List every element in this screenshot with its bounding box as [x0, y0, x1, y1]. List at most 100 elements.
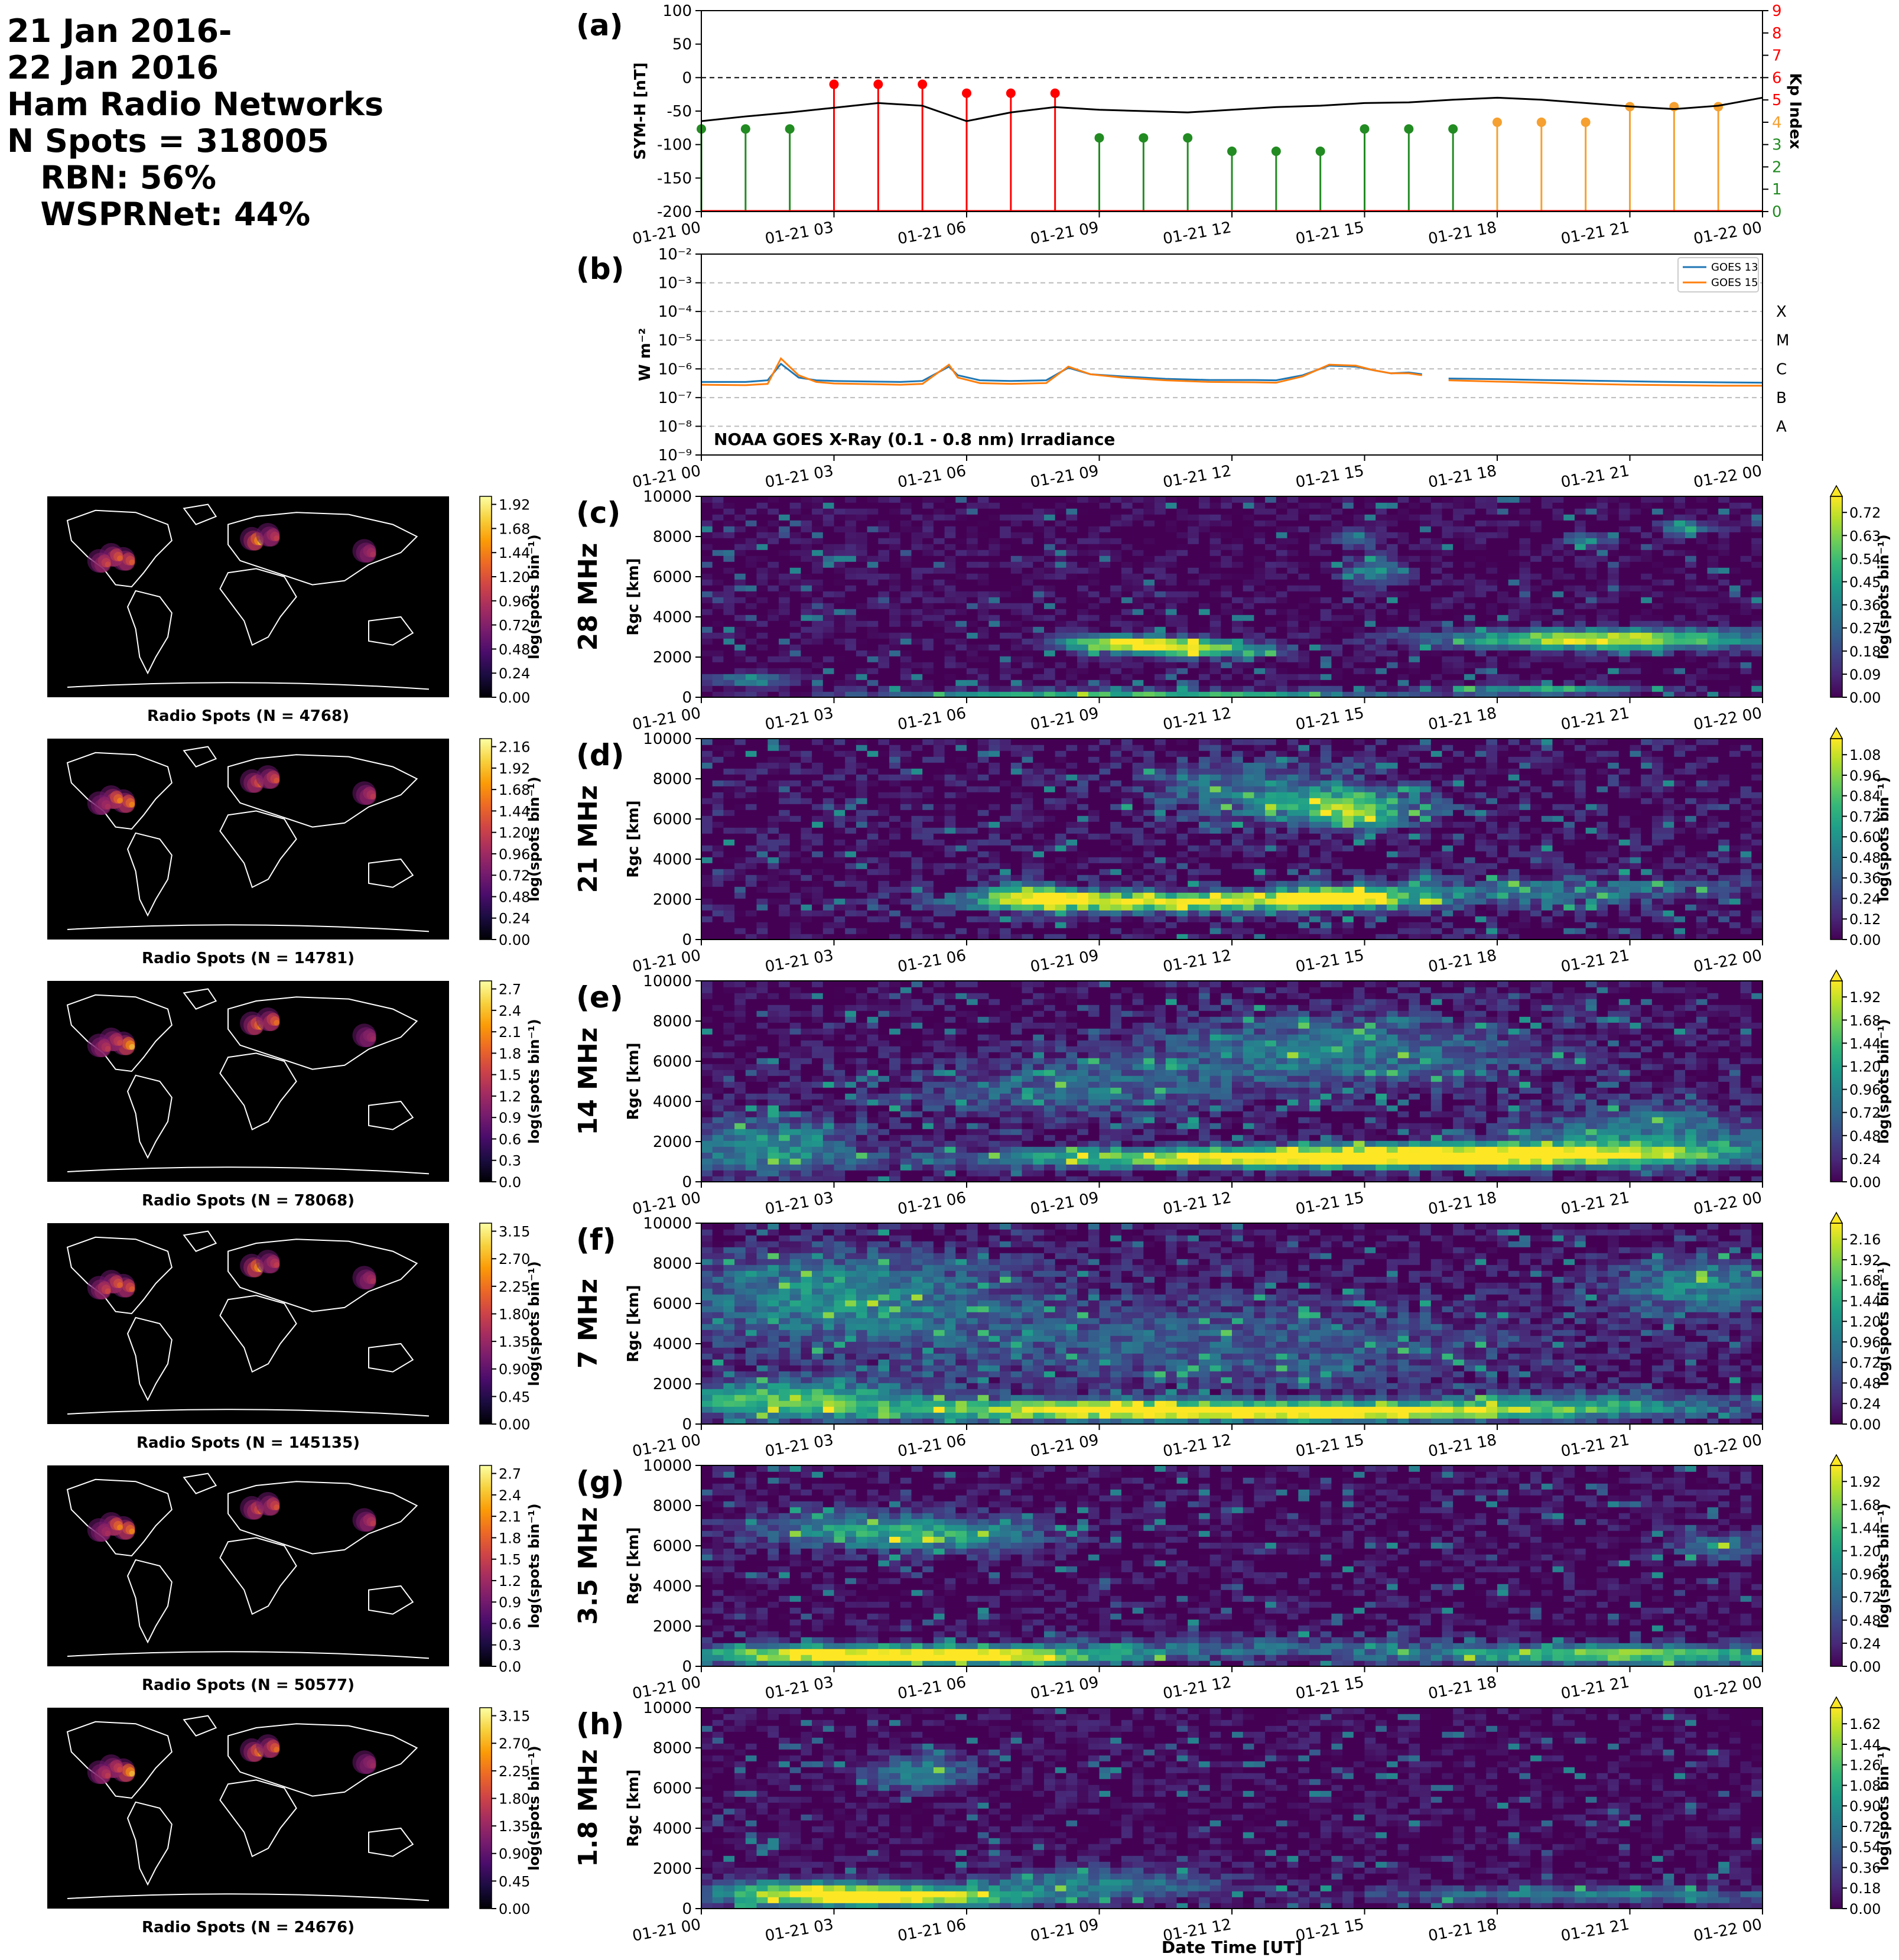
panel-d-heatmap-cell: [822, 857, 835, 863]
panel-d-heatmap-cell: [1121, 875, 1133, 881]
panel-c-heatmap-cell: [955, 638, 967, 645]
panel-c-heatmap-cell: [1585, 526, 1598, 532]
panel-c-heatmap-cell: [1397, 650, 1410, 656]
panel-c-heatmap-cell: [734, 650, 746, 656]
panel-c-heatmap-cell: [1000, 680, 1012, 686]
panel-c-heatmap-cell: [1254, 585, 1266, 591]
panel-c-heatmap-cell: [1033, 567, 1045, 574]
panel-c-heatmap-cell: [1453, 520, 1465, 526]
panel-c-heatmap-cell: [922, 615, 934, 621]
panel-c-heatmap-cell: [1707, 626, 1719, 633]
panel-c-heatmap-cell: [789, 685, 802, 692]
panel-c-heatmap-cell: [1165, 514, 1178, 521]
panel-d-heatmap-cell: [1066, 780, 1078, 786]
panel-c-heatmap-cell: [922, 632, 934, 639]
panel-c-heatmap-cell: [1055, 514, 1067, 521]
panel-c-heatmap-cell: [1033, 680, 1045, 686]
panel-d-heatmap-cell: [1044, 910, 1056, 916]
panel-c-heatmap-cell: [1364, 496, 1376, 503]
panel-c-heatmap-cell: [1155, 609, 1166, 615]
panel-d-heatmap-cell: [1022, 898, 1033, 905]
panel-c-heatmap-cell: [1265, 520, 1277, 526]
panel-c-heatmap-cell: [1376, 508, 1387, 515]
panel-c-heatmap-cell: [1121, 520, 1133, 526]
panel-c-heatmap-cell: [779, 650, 791, 656]
panel-d-heatmap-cell: [1044, 916, 1056, 922]
panel-d-heatmap-cell: [1010, 798, 1023, 804]
panel-c-heatmap-cell: [1707, 609, 1719, 615]
panel-c-heatmap-cell: [1630, 597, 1641, 603]
panel-d-heatmap-cell: [977, 792, 990, 798]
panel-c-heatmap-cell: [878, 555, 890, 562]
panel-c-heatmap-cell: [1541, 668, 1553, 674]
panel-d-heatmap-cell: [701, 792, 713, 798]
panel-d-heatmap-cell: [1055, 780, 1067, 786]
panel-a-kp-marker: [918, 79, 928, 89]
panel-d-heatmap-cell: [988, 928, 1000, 934]
panel-c-heatmap-cell: [988, 579, 1000, 586]
panel-c-heatmap-cell: [1541, 615, 1553, 621]
panel-c-heatmap-cell: [1707, 668, 1719, 674]
panel-d-heatmap-cell: [1033, 739, 1045, 745]
panel-d-heatmap-cell: [856, 833, 868, 840]
panel-c-heatmap-cell: [812, 674, 824, 680]
panel-c-heatmap-cell: [1497, 597, 1509, 603]
panel-d-heatmap-cell: [834, 739, 846, 745]
panel-c-heatmap-cell: [856, 502, 868, 509]
panel-d-heatmap-cell: [1066, 869, 1078, 875]
panel-c-heatmap-cell: [1077, 544, 1089, 550]
panel-c-heatmap-cell: [1575, 626, 1586, 633]
panel-d-heatmap-cell: [1044, 827, 1056, 834]
panel-c-heatmap-cell: [1287, 597, 1299, 603]
panel-c-heatmap-cell: [922, 496, 934, 503]
panel-c-heatmap-cell: [1740, 567, 1752, 574]
panel-d-heatmap-cell: [1099, 792, 1111, 798]
panel-c-heatmap-cell: [712, 685, 724, 692]
panel-c-heatmap-cell: [1397, 567, 1410, 574]
panel-c-heatmap-cell: [1729, 591, 1741, 597]
panel-c-heatmap-cell: [1232, 550, 1244, 556]
panel-c-heatmap-cell: [1209, 502, 1222, 509]
panel-c-heatmap-cell: [1630, 662, 1641, 668]
panel-c-heatmap-cell: [1464, 662, 1476, 668]
panel-d-heatmap-cell: [955, 815, 967, 822]
panel-c-heatmap-cell: [1165, 585, 1178, 591]
panel-c-heatmap-cell: [801, 609, 812, 615]
panel-d-heatmap-cell: [1121, 898, 1133, 905]
panel-c-heatmap-cell: [1320, 561, 1332, 568]
panel-c-heatmap-cell: [1552, 520, 1564, 526]
panel-c-heatmap-cell: [1651, 555, 1664, 562]
panel-c-heatmap-cell: [723, 685, 735, 692]
panel-c-heatmap-cell: [1497, 544, 1509, 550]
panel-c-heatmap-cell: [1585, 632, 1598, 639]
panel-c-heatmap-cell: [1209, 579, 1222, 586]
panel-c-heatmap-cell: [967, 508, 978, 515]
panel-c-heatmap-cell: [1420, 573, 1432, 580]
panel-c-heatmap-cell: [1309, 638, 1321, 645]
panel-c-heatmap-cell: [1552, 650, 1564, 656]
panel-c-heatmap-cell: [1430, 650, 1443, 656]
panel-c-heatmap-cell: [1475, 561, 1487, 568]
panel-d-heatmap-cell: [723, 880, 735, 887]
panel-d-heatmap-cell: [834, 886, 846, 893]
panel-c-heatmap-cell: [1608, 502, 1620, 509]
panel-c-heatmap-cell: [1232, 691, 1244, 698]
panel-c-heatmap-cell: [1430, 579, 1443, 586]
panel-d-heatmap-cell: [1077, 851, 1089, 857]
panel-d-heatmap-cell: [834, 745, 846, 751]
panel-c-heatmap-cell: [1552, 680, 1564, 686]
panel-c-heatmap-cell: [1519, 615, 1531, 621]
panel-c-heatmap-cell: [1198, 544, 1211, 550]
panel-c-map-title: Radio Spots (N = 4768): [147, 707, 349, 725]
panel-c-heatmap-cell: [922, 508, 934, 515]
panel-d-heatmap-cell: [1000, 780, 1012, 786]
panel-c-heatmap-cell: [1718, 615, 1730, 621]
panel-d-heatmap-cell: [911, 827, 923, 834]
panel-d-heatmap-cell: [812, 851, 824, 857]
panel-c-heatmap-cell: [1430, 620, 1443, 627]
panel-d-heatmap-cell: [1000, 821, 1012, 828]
panel-d-heatmap-cell: [789, 792, 802, 798]
panel-d-heatmap-cell: [1099, 798, 1111, 804]
panel-d-heatmap-cell: [834, 863, 846, 869]
panel-c-heatmap-cell: [723, 591, 735, 597]
